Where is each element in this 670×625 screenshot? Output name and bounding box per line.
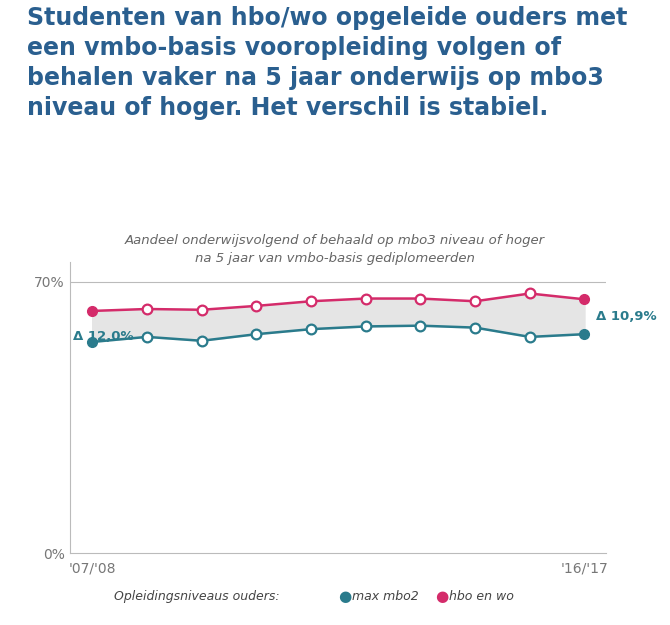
Text: Δ 10,9%: Δ 10,9%: [596, 310, 656, 323]
Text: Studenten van hbo/wo opgeleide ouders met
een vmbo-basis vooropleiding volgen of: Studenten van hbo/wo opgeleide ouders me…: [27, 6, 627, 121]
Text: Δ 12,0%: Δ 12,0%: [73, 329, 134, 342]
Text: ●: ●: [338, 589, 352, 604]
Text: max mbo2: max mbo2: [352, 591, 419, 603]
Text: hbo en wo: hbo en wo: [449, 591, 514, 603]
Text: ●: ●: [436, 589, 449, 604]
Text: Opleidingsniveaus ouders:: Opleidingsniveaus ouders:: [114, 591, 279, 603]
Text: Aandeel onderwijsvolgend of behaald op mbo3 niveau of hoger
na 5 jaar van vmbo-b: Aandeel onderwijsvolgend of behaald op m…: [125, 234, 545, 265]
